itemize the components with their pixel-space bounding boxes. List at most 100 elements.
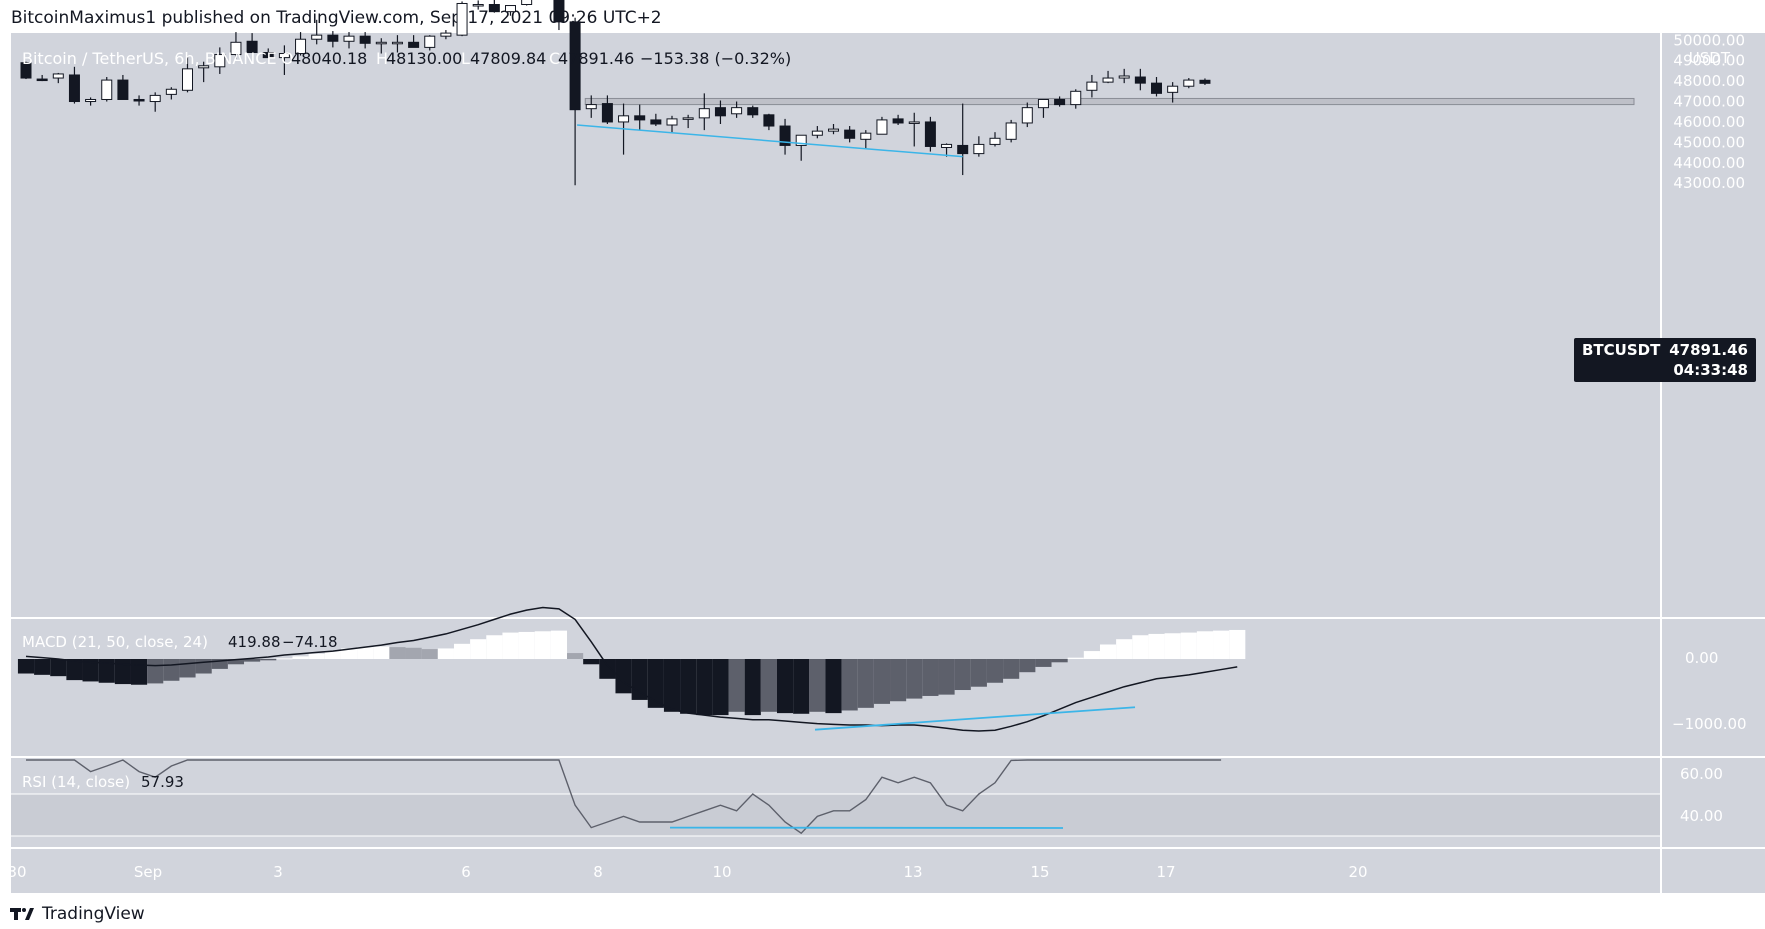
candle bbox=[343, 32, 355, 49]
rsi-tick-40: 40.00 bbox=[1680, 807, 1723, 825]
candle-body bbox=[424, 35, 436, 48]
macd-histogram-bar bbox=[518, 631, 535, 659]
candle-body bbox=[36, 78, 48, 82]
macd-histogram-bar bbox=[680, 659, 697, 714]
macd-histogram-bar bbox=[276, 658, 293, 660]
candle-body bbox=[714, 107, 726, 117]
legend-symbol: Bitcoin / TetherUS, 6h, BINANCE bbox=[22, 49, 277, 68]
candle bbox=[182, 56, 193, 93]
candle bbox=[569, 17, 581, 186]
price-tick: 51000.00 bbox=[1673, 11, 1745, 29]
macd-label: MACD (21, 50, close, 24) bbox=[22, 633, 208, 651]
candle-body bbox=[1167, 85, 1179, 93]
candle-body bbox=[634, 115, 646, 121]
candle bbox=[391, 35, 403, 53]
candle-body bbox=[68, 74, 80, 103]
macd-histogram-bar bbox=[728, 659, 745, 712]
macd-histogram-bar bbox=[583, 659, 600, 665]
candle bbox=[892, 114, 904, 126]
macd-histogram-bar bbox=[663, 659, 681, 712]
candle bbox=[1151, 77, 1162, 97]
macd-histogram-bar bbox=[453, 643, 471, 659]
candle-body bbox=[569, 21, 581, 111]
price-tick: 47000.00 bbox=[1673, 93, 1745, 111]
macd-histogram-bar bbox=[66, 659, 83, 681]
price-tick: 49000.00 bbox=[1673, 52, 1745, 70]
macd-histogram-bar bbox=[130, 659, 148, 685]
macd-histogram-bar bbox=[809, 659, 826, 712]
candle-body bbox=[149, 94, 161, 103]
candle-body bbox=[763, 114, 775, 127]
candle bbox=[828, 123, 839, 135]
candle-body bbox=[117, 79, 129, 100]
candle-body bbox=[230, 41, 242, 56]
candle-body bbox=[650, 119, 662, 125]
legend-high: 48130.00 bbox=[386, 49, 462, 68]
candle bbox=[747, 105, 759, 118]
macd-histogram-bar bbox=[793, 659, 810, 714]
candle bbox=[278, 45, 290, 75]
macd-histogram-bar bbox=[292, 656, 309, 659]
candle bbox=[472, 0, 484, 10]
candle bbox=[779, 118, 791, 155]
macd-histogram-bar bbox=[1067, 657, 1084, 659]
candle-body bbox=[731, 107, 743, 115]
macd-histogram-bar bbox=[954, 659, 971, 691]
candle bbox=[521, 0, 533, 6]
candle bbox=[553, 0, 565, 31]
candle bbox=[85, 97, 97, 106]
macd-histogram-bar bbox=[470, 639, 487, 659]
candle-body bbox=[488, 4, 500, 13]
candle-body bbox=[1199, 79, 1211, 84]
macd-tick-minus-1000: −1000.00 bbox=[1672, 715, 1747, 733]
candle bbox=[634, 104, 646, 131]
macd-histogram-bar bbox=[324, 651, 341, 659]
candle-body bbox=[860, 132, 872, 140]
candle bbox=[666, 115, 678, 133]
macd-histogram-bar bbox=[712, 659, 729, 716]
candle-body bbox=[20, 62, 32, 79]
candle bbox=[763, 113, 775, 131]
price-tick: 44000.00 bbox=[1673, 154, 1745, 172]
macd-histogram-bar bbox=[906, 659, 923, 699]
candle-body bbox=[941, 143, 953, 148]
candle bbox=[1086, 74, 1098, 98]
footer: TradingView bbox=[10, 904, 145, 924]
candle-body bbox=[375, 41, 387, 45]
time-tick: 10 bbox=[712, 863, 731, 881]
macd-layer bbox=[17, 606, 1246, 732]
time-tick: 6 bbox=[461, 863, 471, 881]
candle-body bbox=[85, 98, 97, 103]
candle-body bbox=[1021, 107, 1033, 124]
macd-histogram-bar bbox=[696, 659, 713, 716]
candle-body bbox=[408, 41, 420, 48]
macd-histogram-bar bbox=[1164, 633, 1181, 659]
candle bbox=[1005, 119, 1017, 143]
price-axis: 53000.0052000.0051000.0050000.0049000.00… bbox=[1673, 0, 1745, 192]
candle bbox=[876, 116, 888, 135]
candle-body bbox=[811, 130, 823, 136]
candle-body bbox=[198, 65, 210, 69]
price-chart[interactable]: 53000.0052000.0051000.0050000.0049000.00… bbox=[0, 0, 1765, 900]
candle bbox=[811, 126, 823, 139]
macd-histogram-bar bbox=[534, 631, 551, 659]
candle bbox=[1134, 68, 1146, 91]
candle bbox=[117, 74, 129, 100]
candle bbox=[68, 66, 80, 104]
legend-close-label: C bbox=[549, 49, 560, 68]
time-tick: 30 bbox=[7, 863, 26, 881]
candle-body bbox=[359, 35, 371, 44]
macd-histogram-bar bbox=[211, 659, 228, 669]
candle bbox=[214, 47, 226, 74]
candle bbox=[601, 95, 613, 124]
macd-histogram-bar bbox=[502, 632, 519, 659]
candle-body bbox=[666, 118, 678, 126]
macd-histogram-bar bbox=[970, 659, 987, 687]
legend-low: 47809.84 bbox=[470, 49, 546, 68]
macd-trendline bbox=[814, 706, 1136, 731]
macd-value-1: 419.88 bbox=[228, 633, 281, 651]
candle bbox=[327, 31, 339, 48]
candle-body bbox=[101, 79, 113, 100]
candle-body bbox=[1151, 82, 1162, 94]
macd-histogram-bar bbox=[163, 659, 180, 681]
